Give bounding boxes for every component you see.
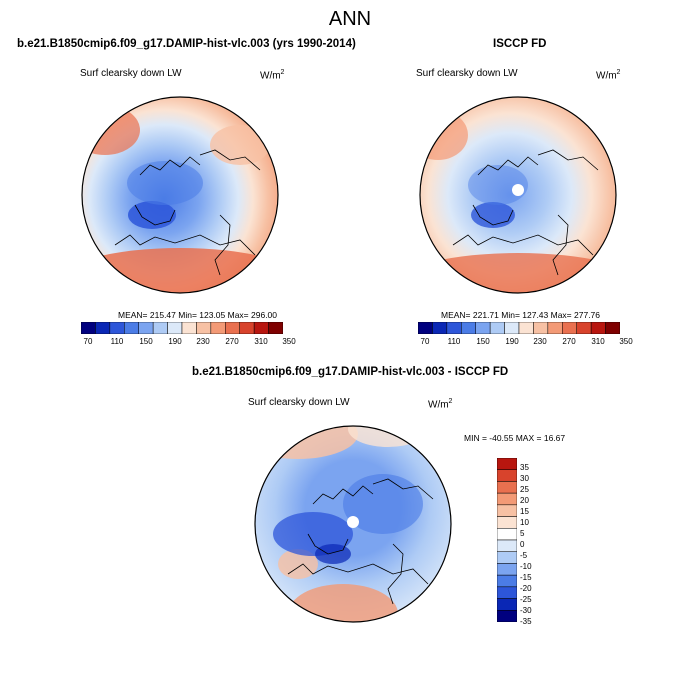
colorbar-swatch [497, 563, 517, 576]
colorbar-tick: 70 [420, 337, 430, 346]
diff-colorbar [497, 458, 517, 622]
colorbar-tick: 350 [619, 337, 633, 346]
colorbar-swatch [432, 322, 448, 334]
colorbar-swatch [497, 481, 517, 494]
colorbar-tick: 5 [520, 529, 525, 538]
model-units: W/m2 [260, 69, 285, 82]
colorbar-tick: -30 [520, 606, 532, 615]
colorbar-swatch [109, 322, 125, 334]
obs-colorbar [418, 322, 620, 334]
colorbar-tick: -25 [520, 595, 532, 604]
colorbar-tick: 0 [520, 540, 525, 549]
model-colorbar-labels: 70 110 150 190 230 270 310 350 [80, 337, 296, 349]
colorbar-tick: 110 [110, 337, 124, 346]
model-panel-title: b.e21.B1850cmip6.f09_g17.DAMIP-hist-vlc.… [17, 38, 356, 50]
colorbar-swatch [497, 469, 517, 482]
obs-colorbar-labels: 70 110 150 190 230 270 310 350 [417, 337, 633, 349]
colorbar-swatch [181, 322, 197, 334]
colorbar-swatch [152, 322, 168, 334]
colorbar-swatch [461, 322, 476, 334]
model-polar-map [81, 96, 279, 294]
colorbar-tick: 10 [520, 518, 529, 527]
colorbar-swatch [95, 322, 111, 334]
model-field-label: Surf clearsky down LW [80, 68, 182, 79]
colorbar-swatch [268, 322, 283, 334]
colorbar-tick: 230 [196, 337, 210, 346]
colorbar-swatch [446, 322, 462, 334]
colorbar-swatch [167, 322, 183, 334]
diff-colorbar-labels: 35 30 25 20 15 10 5 0 -5 -10 -15 -20 -25… [520, 458, 550, 628]
colorbar-tick: -15 [520, 573, 532, 582]
page-title: ANN [328, 8, 372, 30]
colorbar-tick: -20 [520, 584, 532, 593]
colorbar-tick: 30 [520, 474, 529, 483]
colorbar-swatch [489, 322, 505, 334]
obs-stats: MEAN= 221.71 Min= 127.43 Max= 277.76 [441, 310, 601, 320]
diff-units: W/m2 [428, 398, 453, 411]
colorbar-tick: 25 [520, 485, 529, 494]
diff-polar-map [254, 425, 452, 623]
colorbar-swatch [138, 322, 154, 334]
colorbar-tick: 150 [139, 337, 153, 346]
model-stats: MEAN= 215.47 Min= 123.05 Max= 296.00 [118, 310, 278, 320]
colorbar-swatch [497, 504, 517, 517]
obs-field-label: Surf clearsky down LW [416, 68, 518, 79]
colorbar-swatch [497, 598, 517, 611]
colorbar-swatch [497, 551, 517, 564]
colorbar-swatch [518, 322, 534, 334]
colorbar-tick: 190 [505, 337, 519, 346]
obs-polar-map [419, 96, 617, 294]
colorbar-swatch [475, 322, 491, 334]
colorbar-swatch [533, 322, 549, 334]
diff-panel-title: b.e21.B1850cmip6.f09_g17.DAMIP-hist-vlc.… [192, 366, 509, 378]
colorbar-swatch [576, 322, 592, 334]
colorbar-swatch [418, 322, 433, 334]
colorbar-tick: 270 [562, 337, 576, 346]
colorbar-swatch [504, 322, 520, 334]
colorbar-swatch [497, 586, 517, 599]
colorbar-tick: 350 [282, 337, 296, 346]
colorbar-tick: 15 [520, 507, 529, 516]
colorbar-tick: 310 [254, 337, 268, 346]
colorbar-swatch [497, 528, 517, 541]
diff-stats: MIN = -40.55 MAX = 16.67 [464, 433, 566, 443]
colorbar-tick: 150 [476, 337, 490, 346]
colorbar-tick: -35 [520, 617, 532, 626]
colorbar-swatch [253, 322, 269, 334]
colorbar-swatch [196, 322, 212, 334]
colorbar-tick: 190 [168, 337, 182, 346]
colorbar-tick: -5 [520, 551, 528, 560]
colorbar-swatch [547, 322, 563, 334]
colorbar-swatch [239, 322, 255, 334]
colorbar-swatch [497, 458, 517, 470]
colorbar-tick: -10 [520, 562, 532, 571]
colorbar-tick: 230 [533, 337, 547, 346]
colorbar-swatch [497, 492, 517, 506]
colorbar-swatch [590, 322, 606, 334]
colorbar-swatch [210, 322, 226, 334]
model-colorbar [81, 322, 283, 334]
colorbar-swatch [124, 322, 139, 334]
colorbar-swatch [562, 322, 577, 334]
colorbar-tick: 70 [83, 337, 93, 346]
colorbar-swatch [81, 322, 96, 334]
diff-field-label: Surf clearsky down LW [248, 397, 350, 408]
colorbar-swatch [497, 539, 517, 552]
colorbar-swatch [497, 574, 517, 588]
colorbar-tick: 270 [225, 337, 239, 346]
colorbar-swatch [497, 516, 517, 529]
colorbar-tick: 310 [591, 337, 605, 346]
colorbar-swatch [225, 322, 240, 334]
colorbar-swatch [497, 610, 517, 622]
obs-units: W/m2 [596, 69, 621, 82]
colorbar-tick: 110 [447, 337, 461, 346]
colorbar-tick: 20 [520, 496, 529, 505]
obs-panel-title: ISCCP FD [493, 38, 547, 50]
colorbar-tick: 35 [520, 463, 529, 472]
colorbar-swatch [605, 322, 620, 334]
